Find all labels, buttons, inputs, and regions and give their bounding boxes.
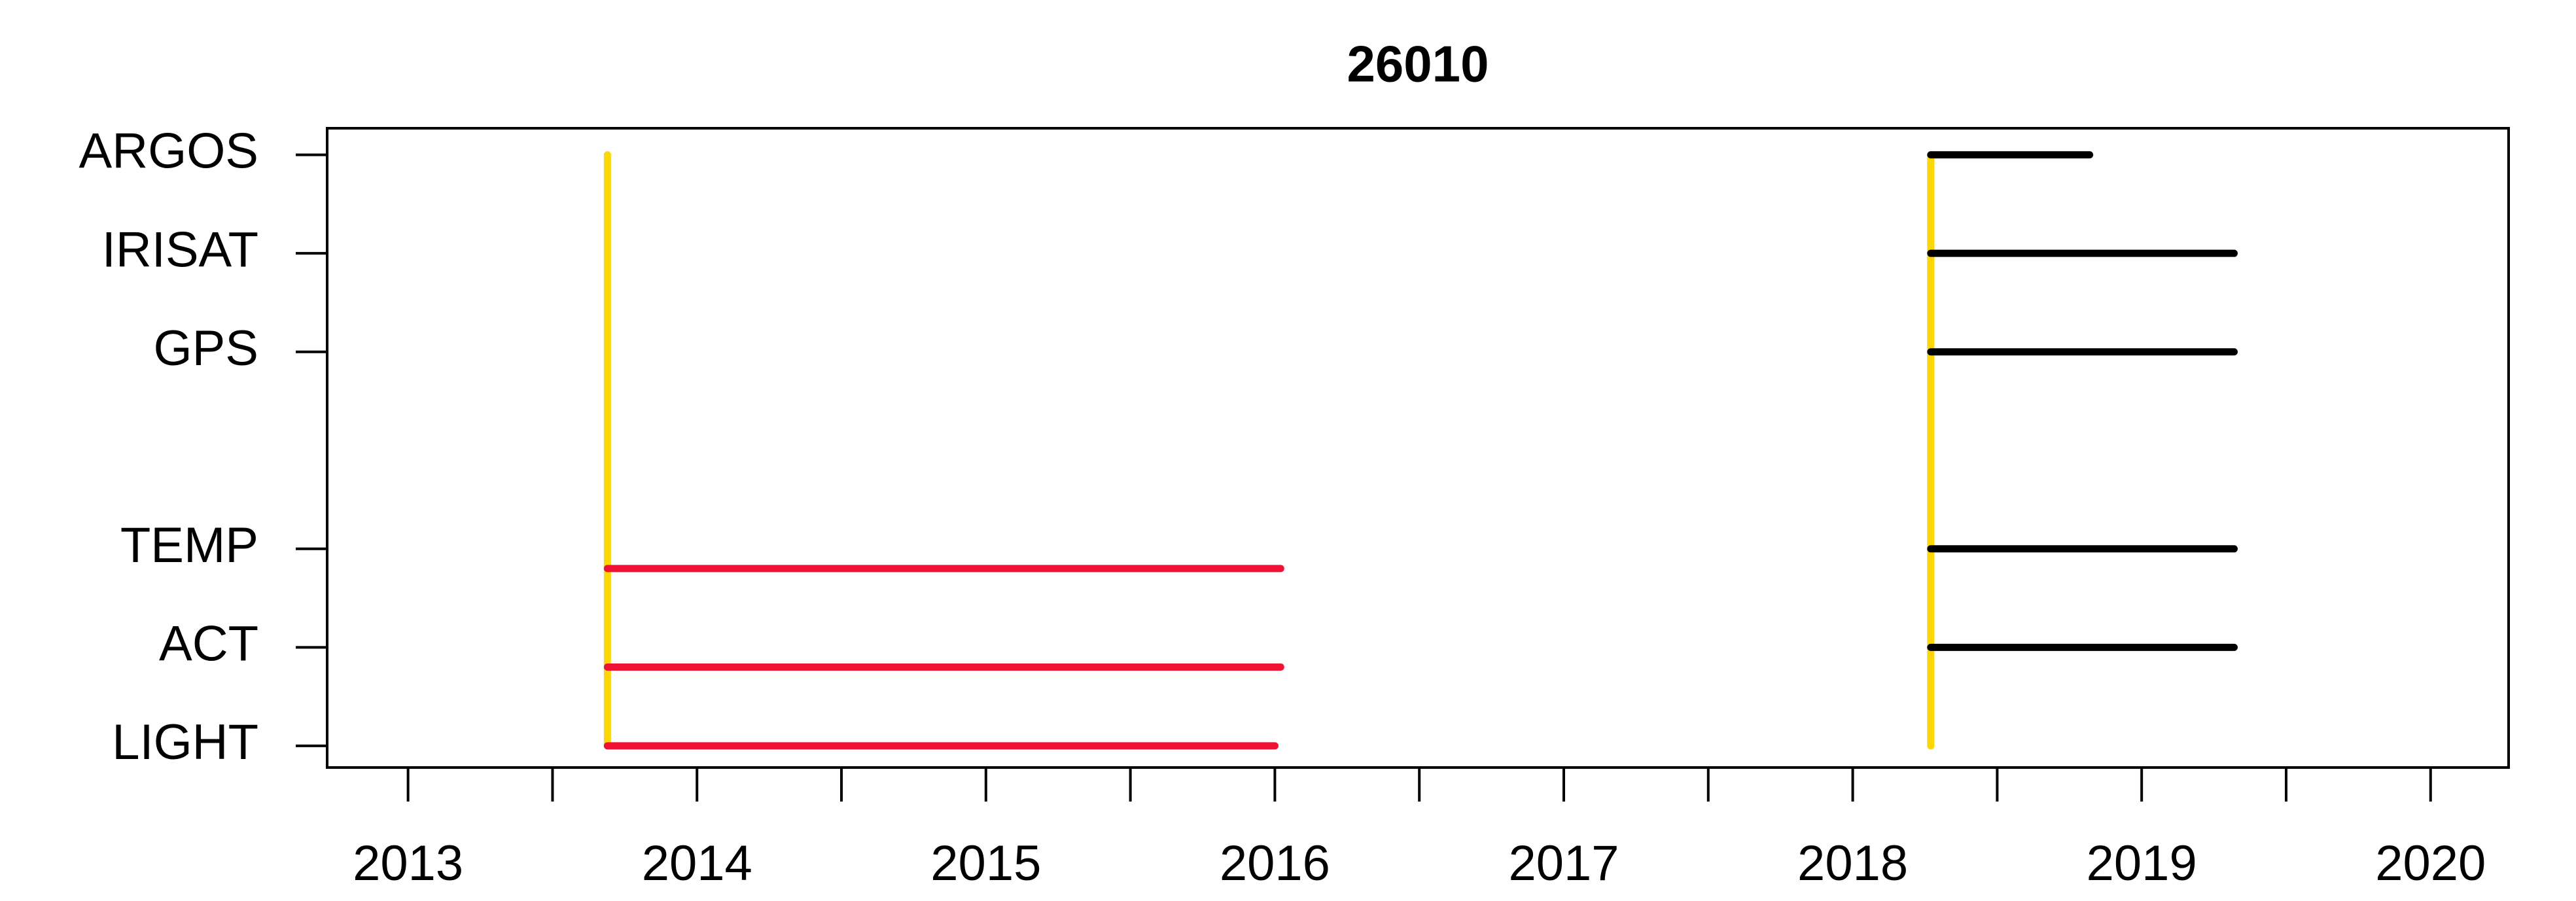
y-tick-label: TEMP [120,518,258,573]
y-tick-label: GPS [154,321,259,376]
x-tick-label: 2019 [2087,836,2197,891]
plot-frame [326,127,2510,769]
x-tick-label: 2015 [930,836,1041,891]
chart-title: 26010 [1347,35,1489,93]
x-tick-label: 2016 [1220,836,1330,891]
y-tick-label: ACT [159,616,258,671]
x-tick-label: 2014 [642,836,752,891]
y-tick-label: ARGOS [79,124,259,179]
x-tick-label: 2018 [1797,836,1908,891]
y-tick-label: LIGHT [112,715,258,770]
y-tick-label: IRISAT [102,222,258,277]
x-tick-label: 2020 [2375,836,2486,891]
x-tick-label: 2013 [353,836,463,891]
x-tick-label: 2017 [1508,836,1619,891]
